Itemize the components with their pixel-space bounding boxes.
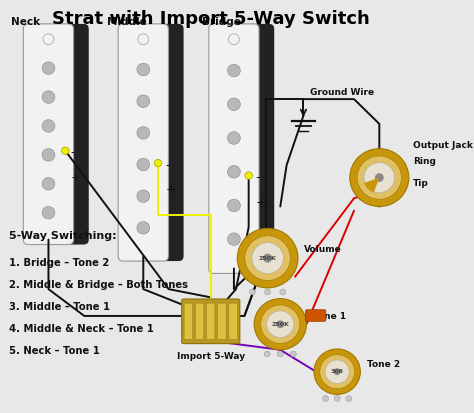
Text: 3. Middle – Tone 1: 3. Middle – Tone 1 bbox=[9, 302, 110, 312]
Text: 5-Way Switching:: 5-Way Switching: bbox=[9, 231, 117, 241]
FancyBboxPatch shape bbox=[207, 303, 215, 339]
Text: 4. Middle & Neck – Tone 1: 4. Middle & Neck – Tone 1 bbox=[9, 324, 154, 334]
Circle shape bbox=[245, 236, 291, 280]
Text: 250K: 250K bbox=[259, 256, 276, 261]
Circle shape bbox=[228, 64, 240, 77]
Text: -: - bbox=[256, 171, 260, 184]
Text: 1. Bridge – Tone 2: 1. Bridge – Tone 2 bbox=[9, 258, 109, 268]
Circle shape bbox=[42, 178, 55, 190]
Text: -: - bbox=[165, 159, 170, 172]
Wedge shape bbox=[364, 178, 379, 192]
Text: Tip: Tip bbox=[413, 179, 429, 188]
Text: +: + bbox=[256, 196, 266, 209]
Text: Bridge: Bridge bbox=[202, 17, 241, 27]
Circle shape bbox=[245, 172, 253, 179]
Text: Import 5-Way: Import 5-Way bbox=[177, 352, 245, 361]
Circle shape bbox=[364, 163, 395, 192]
Circle shape bbox=[357, 156, 401, 199]
Circle shape bbox=[137, 126, 150, 139]
Circle shape bbox=[375, 173, 384, 182]
Circle shape bbox=[43, 34, 54, 45]
FancyBboxPatch shape bbox=[184, 303, 192, 339]
FancyBboxPatch shape bbox=[195, 303, 204, 339]
Text: Ring: Ring bbox=[413, 157, 436, 166]
FancyBboxPatch shape bbox=[218, 303, 226, 339]
Circle shape bbox=[62, 147, 69, 154]
Circle shape bbox=[137, 190, 150, 202]
FancyBboxPatch shape bbox=[126, 24, 183, 261]
Text: +: + bbox=[70, 171, 81, 184]
Circle shape bbox=[267, 311, 294, 337]
Circle shape bbox=[228, 98, 240, 111]
Text: Output Jack: Output Jack bbox=[413, 141, 473, 150]
Circle shape bbox=[314, 349, 360, 394]
Circle shape bbox=[249, 289, 255, 295]
Circle shape bbox=[237, 228, 298, 288]
Text: Middle: Middle bbox=[108, 17, 147, 27]
Text: 5. Neck – Tone 1: 5. Neck – Tone 1 bbox=[9, 346, 100, 356]
Text: Volume: Volume bbox=[304, 245, 342, 254]
Circle shape bbox=[137, 158, 150, 171]
Text: Ground Wire: Ground Wire bbox=[310, 88, 374, 97]
Circle shape bbox=[42, 120, 55, 132]
FancyBboxPatch shape bbox=[182, 299, 240, 344]
Circle shape bbox=[264, 289, 271, 295]
Circle shape bbox=[42, 91, 55, 103]
Circle shape bbox=[346, 396, 352, 401]
FancyBboxPatch shape bbox=[216, 24, 274, 273]
Circle shape bbox=[254, 299, 306, 350]
Text: 250K: 250K bbox=[271, 322, 289, 327]
Circle shape bbox=[42, 62, 55, 74]
Circle shape bbox=[280, 289, 286, 295]
FancyBboxPatch shape bbox=[229, 303, 237, 339]
Circle shape bbox=[325, 360, 349, 384]
Circle shape bbox=[323, 396, 328, 401]
Text: 306: 306 bbox=[331, 369, 344, 374]
Circle shape bbox=[320, 355, 355, 389]
Circle shape bbox=[137, 221, 150, 234]
Circle shape bbox=[137, 95, 150, 107]
FancyBboxPatch shape bbox=[209, 24, 259, 273]
FancyBboxPatch shape bbox=[306, 310, 326, 321]
Text: Tone 1: Tone 1 bbox=[313, 312, 346, 321]
Circle shape bbox=[228, 199, 240, 212]
Circle shape bbox=[137, 63, 150, 76]
Text: Strat with Import 5-Way Switch: Strat with Import 5-Way Switch bbox=[52, 10, 370, 28]
Circle shape bbox=[138, 34, 149, 45]
Circle shape bbox=[264, 351, 270, 357]
FancyBboxPatch shape bbox=[23, 24, 73, 244]
Circle shape bbox=[350, 149, 409, 206]
FancyBboxPatch shape bbox=[118, 24, 168, 261]
Circle shape bbox=[228, 233, 240, 245]
Circle shape bbox=[334, 396, 340, 401]
Circle shape bbox=[263, 254, 272, 263]
Circle shape bbox=[42, 206, 55, 219]
Text: -: - bbox=[70, 146, 75, 159]
Text: Neck: Neck bbox=[10, 17, 40, 27]
Circle shape bbox=[154, 159, 162, 167]
Text: +: + bbox=[165, 183, 176, 197]
Text: 2. Middle & Bridge – Both Tones: 2. Middle & Bridge – Both Tones bbox=[9, 280, 188, 290]
Circle shape bbox=[277, 351, 283, 357]
Circle shape bbox=[228, 132, 240, 144]
Circle shape bbox=[228, 34, 239, 45]
Circle shape bbox=[228, 166, 240, 178]
Text: Tone 2: Tone 2 bbox=[367, 361, 400, 369]
Circle shape bbox=[276, 320, 284, 328]
FancyBboxPatch shape bbox=[31, 24, 89, 244]
Circle shape bbox=[252, 243, 283, 273]
Circle shape bbox=[291, 351, 296, 357]
Circle shape bbox=[42, 149, 55, 161]
Circle shape bbox=[334, 368, 341, 375]
Circle shape bbox=[261, 305, 300, 344]
